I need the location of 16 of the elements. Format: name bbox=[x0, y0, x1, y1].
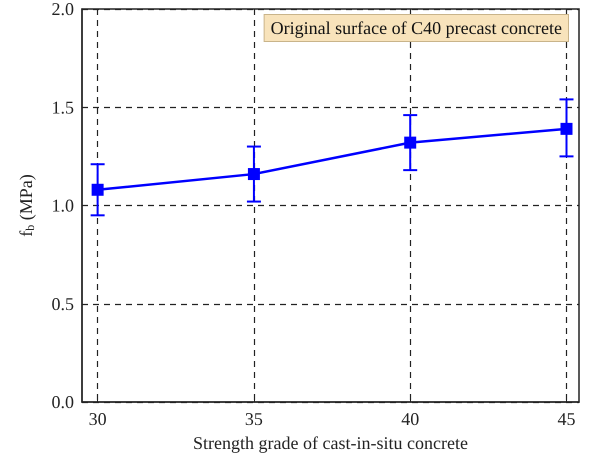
y-tick-label: 0.5 bbox=[52, 294, 74, 314]
x-tick-label: 45 bbox=[557, 409, 576, 429]
y-tick-label: 1.5 bbox=[52, 97, 74, 118]
annotation: Original surface of C40 precast concrete bbox=[270, 18, 562, 38]
point bbox=[92, 184, 104, 196]
x-tick-label: 35 bbox=[244, 409, 263, 429]
x-axis-title: Strength grade of cast-in-situ concrete bbox=[193, 433, 468, 453]
point bbox=[560, 122, 572, 135]
y-tick-label: 1.0 bbox=[52, 196, 74, 216]
point bbox=[404, 136, 416, 149]
y-axis-title: fb (MPa) bbox=[16, 174, 37, 237]
point bbox=[248, 168, 260, 180]
x-tick-label: 40 bbox=[401, 409, 420, 429]
y-tick-label: 0.0 bbox=[52, 392, 74, 412]
y-tick-label: 2.0 bbox=[52, 0, 74, 19]
x-tick-label: 30 bbox=[88, 409, 107, 429]
